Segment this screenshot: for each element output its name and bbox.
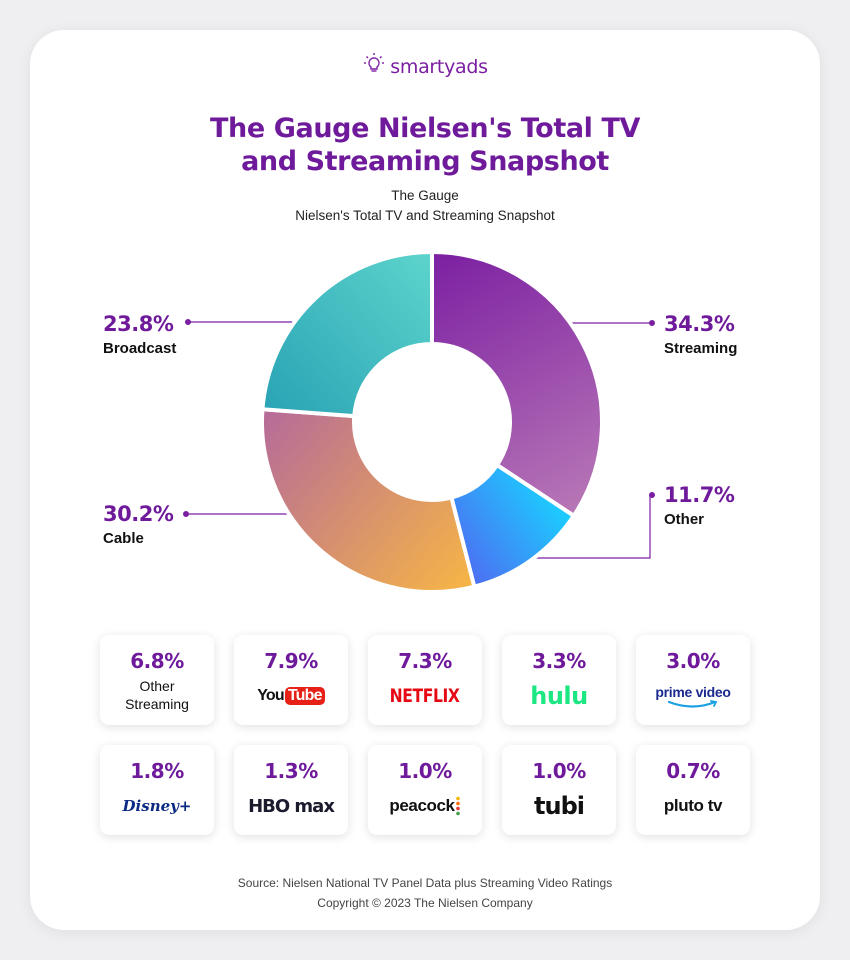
leader-lines: [183, 319, 655, 559]
tile-value: 3.3%: [532, 649, 586, 673]
tile-value: 1.3%: [264, 759, 318, 783]
slice-name: Other: [664, 511, 705, 528]
hulu-logo: hulu: [530, 682, 588, 710]
slice-name: Cable: [103, 530, 144, 547]
chart-subtitle: The Gauge Nielsen's Total TV and Streami…: [0, 186, 850, 226]
slice-label-broadcast: 23.8% Broadcast: [103, 312, 176, 357]
netflix-logo: NETFLIX: [390, 685, 460, 707]
title-line-1: The Gauge Nielsen's Total TV: [209, 113, 641, 144]
disney-plus-logo: Disney+: [122, 797, 192, 815]
tile-youtube: 7.9% You Tube: [234, 635, 348, 725]
subtitle-line-1: The Gauge: [391, 188, 459, 203]
tile-other-streaming: 6.8% Other Streaming: [100, 635, 214, 725]
slice-value: 34.3%: [664, 312, 735, 336]
donut-slice-streaming: [430, 249, 604, 519]
pluto-tv-text: pluto tv: [663, 796, 723, 815]
tubi-logo: tubi: [534, 792, 585, 820]
tile-label: Other Streaming: [125, 677, 189, 713]
leader-line-streaming-dot: [649, 320, 655, 326]
page-title: The Gauge Nielsen's Total TV and Streami…: [0, 112, 850, 178]
pluto-tv-logo: pluto tv: [663, 796, 723, 816]
tile-hulu: 3.3% hulu: [502, 635, 616, 725]
title-line-2: and Streaming Snapshot: [241, 146, 609, 177]
tile-value: 0.7%: [666, 759, 720, 783]
leader-line-cable-dot: [183, 511, 189, 517]
tile-tubi: 1.0% tubi: [502, 745, 616, 835]
slice-label-other: 11.7% Other: [664, 483, 735, 528]
donut-slice-cable: [260, 407, 477, 594]
hbo-max-logo: HBO max: [248, 795, 335, 817]
tile-label-line-2: Streaming: [125, 696, 189, 712]
slice-label-streaming: 34.3% Streaming: [664, 312, 737, 357]
tile-value: 1.0%: [398, 759, 452, 783]
leader-line-broadcast-dot: [185, 319, 191, 325]
slice-name: Broadcast: [103, 340, 177, 357]
peacock-logo: peacock: [389, 796, 460, 816]
slice-label-cable: 30.2% Cable: [103, 502, 174, 547]
tile-value: 1.0%: [532, 759, 586, 783]
tile-label-line-1: Other: [139, 678, 175, 694]
tile-value: 7.3%: [398, 649, 452, 673]
tile-value: 6.8%: [130, 649, 184, 673]
prime-video-text: prime video: [655, 683, 731, 700]
footer-source: Source: Nielsen National TV Panel Data p…: [0, 873, 850, 913]
tile-netflix: 7.3% NETFLIX: [368, 635, 482, 725]
tile-pluto-tv: 0.7% pluto tv: [636, 745, 750, 835]
slice-value: 23.8%: [103, 312, 174, 336]
tile-value: 7.9%: [264, 649, 318, 673]
leader-line-other-dot: [649, 492, 655, 498]
amazon-smile-icon: [667, 699, 718, 708]
footer-line-1: Source: Nielsen National TV Panel Data p…: [237, 876, 613, 890]
tile-peacock: 1.0% peacock: [368, 745, 482, 835]
peacock-text: peacock: [389, 796, 455, 815]
tile-disney-plus: 1.8% Disney+: [100, 745, 214, 835]
tile-value: 1.8%: [130, 759, 184, 783]
prime-video-logo: prime video: [655, 683, 731, 709]
donut-slice-broadcast: [260, 249, 434, 419]
subtitle-line-2: Nielsen's Total TV and Streaming Snapsho…: [295, 208, 555, 223]
slice-value: 30.2%: [103, 502, 174, 526]
tile-value: 3.0%: [666, 649, 720, 673]
slice-value: 11.7%: [664, 483, 735, 507]
youtube-logo: You Tube: [257, 687, 325, 705]
donut-slices: [260, 249, 604, 594]
tile-hbo-max: 1.3% HBO max: [234, 745, 348, 835]
lightbulb-icon: [362, 52, 386, 81]
tile-prime-video: 3.0% prime video: [636, 635, 750, 725]
peacock-dots-icon: [455, 796, 460, 816]
brand-name: smartyads: [390, 55, 488, 78]
slice-name: Streaming: [664, 340, 738, 357]
footer-line-2: Copyright © 2023 The Nielsen Company: [317, 896, 533, 910]
brand-header: smartyads: [0, 52, 850, 81]
